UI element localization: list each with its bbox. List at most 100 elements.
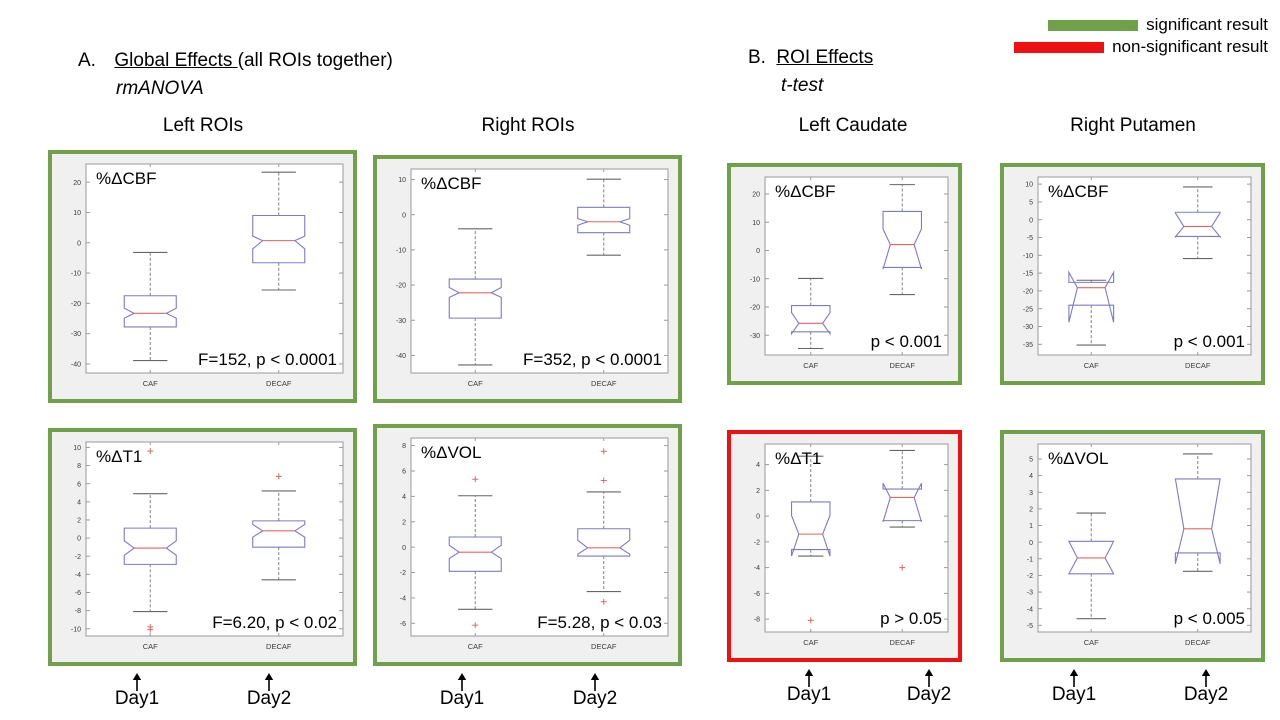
panel-right-rois-cbf[interactable]: 10 0 -10 -20 -30 -40 CAF DECAF %ΔCBF F=352, p < 0… <box>373 155 682 403</box>
svg-text:DECAF: DECAF <box>1185 638 1211 647</box>
svg-text:CAF: CAF <box>143 642 158 651</box>
svg-text:4: 4 <box>402 494 406 501</box>
day-label-b-left-day2: Day2 <box>906 684 952 705</box>
col-title-right-rois: Right ROIs <box>481 115 575 136</box>
svg-text:CAF: CAF <box>1084 638 1099 647</box>
svg-text:CAF: CAF <box>468 642 483 651</box>
panel-left-rois-t1[interactable]: 10 8 6 4 2 0 -2 -4 -6 -8 -10 CAF DECAF %ΔT1 F=6.20, p … <box>48 428 357 666</box>
legend-label-nonsignificant: non-significant result <box>1112 37 1268 56</box>
section-b-test-label: t-test <box>781 75 824 96</box>
svg-text:DECAF: DECAF <box>890 361 916 370</box>
svg-text:CAF: CAF <box>803 361 818 370</box>
panel-left-rois-cbf[interactable]: 20 10 0 -10 -20 -30 -40 CAF DECAF %ΔCBF F=152, p <… <box>48 150 357 403</box>
svg-text:F=6.20, p < 0.02: F=6.20, p < 0.02 <box>212 613 337 632</box>
svg-text:8: 8 <box>77 463 81 470</box>
svg-text:-3: -3 <box>1027 590 1033 597</box>
svg-text:-8: -8 <box>75 608 81 615</box>
svg-text:p < 0.001: p < 0.001 <box>1174 332 1245 351</box>
legend-label-significant: significant result <box>1146 15 1268 34</box>
svg-text:p > 0.05: p > 0.05 <box>880 609 942 628</box>
svg-text:0: 0 <box>402 212 406 219</box>
legend-swatch-significant <box>1048 19 1139 31</box>
svg-text:-6: -6 <box>400 621 406 628</box>
svg-text:-35: -35 <box>1023 342 1033 349</box>
svg-text:DECAF: DECAF <box>1185 361 1211 370</box>
svg-text:3: 3 <box>1029 490 1033 497</box>
panel-right-putamen-cbf[interactable]: 10 5 0 -5 -10 -15 -20 -25 -30 -35 CAF DECAF %ΔCBF p <… <box>1000 163 1265 385</box>
svg-text:10: 10 <box>73 210 81 217</box>
svg-text:F=352, p < 0.0001: F=352, p < 0.0001 <box>523 350 662 369</box>
svg-text:-10: -10 <box>396 247 406 254</box>
panel-right-rois-vol[interactable]: 8 6 4 2 0 -2 -4 -6 CAF DECAF %ΔVOL F=5.28, p < 0.03 <box>373 424 682 666</box>
svg-text:%ΔCBF: %ΔCBF <box>775 182 835 201</box>
svg-text:CAF: CAF <box>143 379 158 388</box>
svg-text:CAF: CAF <box>468 379 483 388</box>
svg-text:-2: -2 <box>1027 573 1033 580</box>
col-title-left-caudate: Left Caudate <box>798 115 908 136</box>
svg-text:2: 2 <box>1029 506 1033 513</box>
svg-text:-4: -4 <box>1027 606 1033 613</box>
legend-row-nonsignificant: non-significant result <box>1014 38 1268 56</box>
svg-text:-20: -20 <box>396 283 406 290</box>
svg-text:0: 0 <box>1029 540 1033 547</box>
day-label-a-left-day2: Day2 <box>246 688 292 709</box>
legend: significant result non-significant resul… <box>1014 16 1268 56</box>
legend-row-significant: significant result <box>1048 16 1268 34</box>
day-label-a-right-day2: Day2 <box>572 688 618 709</box>
svg-text:-6: -6 <box>75 590 81 597</box>
svg-text:2: 2 <box>402 519 406 526</box>
day-label-b-right-day2: Day2 <box>1183 684 1229 705</box>
svg-text:-20: -20 <box>750 305 760 312</box>
svg-text:-25: -25 <box>1023 306 1033 313</box>
svg-text:-40: -40 <box>396 353 406 360</box>
svg-text:0: 0 <box>1029 217 1033 224</box>
arrow-day1-b-right <box>1068 669 1080 692</box>
svg-text:%ΔVOL: %ΔVOL <box>421 443 482 462</box>
svg-text:-2: -2 <box>75 554 81 561</box>
svg-text:CAF: CAF <box>1084 361 1099 370</box>
svg-text:DECAF: DECAF <box>591 642 617 651</box>
arrow-day1-b-left <box>803 669 815 692</box>
svg-text:-6: -6 <box>754 591 760 598</box>
svg-text:-8: -8 <box>754 617 760 624</box>
svg-text:DECAF: DECAF <box>266 642 292 651</box>
svg-text:-4: -4 <box>400 596 406 603</box>
svg-text:-15: -15 <box>1023 271 1033 278</box>
svg-text:10: 10 <box>752 220 760 227</box>
svg-text:-30: -30 <box>71 331 81 338</box>
svg-text:-10: -10 <box>1023 253 1033 260</box>
panel-right-putamen-vol[interactable]: 5 4 3 2 1 0 -1 -2 -3 -4 -5 CAF DECAF %ΔVOL p < 0.005 <box>1000 430 1265 662</box>
svg-text:p < 0.005: p < 0.005 <box>1174 609 1245 628</box>
arrow-day2-a-left <box>263 673 275 696</box>
svg-text:2: 2 <box>756 488 760 495</box>
svg-text:F=152, p < 0.0001: F=152, p < 0.0001 <box>198 350 337 369</box>
panel-left-caudate-cbf[interactable]: 20 10 0 -10 -20 -30 CAF DECAF %ΔCBF p < 0.001 <box>727 163 962 385</box>
svg-text:CAF: CAF <box>803 638 818 647</box>
svg-text:DECAF: DECAF <box>266 379 292 388</box>
svg-text:-40: -40 <box>71 362 81 369</box>
arrow-day2-a-right <box>589 673 601 696</box>
svg-text:%ΔCBF: %ΔCBF <box>421 174 481 193</box>
arrow-day2-b-right <box>1200 669 1212 692</box>
svg-text:5: 5 <box>1029 200 1033 207</box>
panel-left-caudate-t1[interactable]: 4 2 0 -2 -4 -6 -8 CAF DECAF %ΔT1 p > 0.05 <box>727 430 962 662</box>
svg-text:-5: -5 <box>1027 235 1033 242</box>
svg-text:F=5.28, p < 0.03: F=5.28, p < 0.03 <box>537 613 662 632</box>
svg-text:-4: -4 <box>754 565 760 572</box>
svg-text:0: 0 <box>402 545 406 552</box>
svg-text:20: 20 <box>73 180 81 187</box>
svg-text:0: 0 <box>77 240 81 247</box>
day-label-b-left-day1: Day1 <box>786 684 832 705</box>
svg-text:%ΔT1: %ΔT1 <box>96 447 142 466</box>
svg-text:-2: -2 <box>754 539 760 546</box>
svg-text:1: 1 <box>1029 523 1033 530</box>
arrow-day1-a-left <box>131 673 143 696</box>
svg-text:%ΔT1: %ΔT1 <box>775 449 821 468</box>
day-label-b-right-day1: Day1 <box>1051 684 1097 705</box>
svg-text:%ΔCBF: %ΔCBF <box>96 169 156 188</box>
col-title-left-rois: Left ROIs <box>162 115 244 136</box>
svg-text:0: 0 <box>77 536 81 543</box>
svg-text:DECAF: DECAF <box>591 379 617 388</box>
svg-text:-2: -2 <box>400 570 406 577</box>
svg-text:-30: -30 <box>750 333 760 340</box>
